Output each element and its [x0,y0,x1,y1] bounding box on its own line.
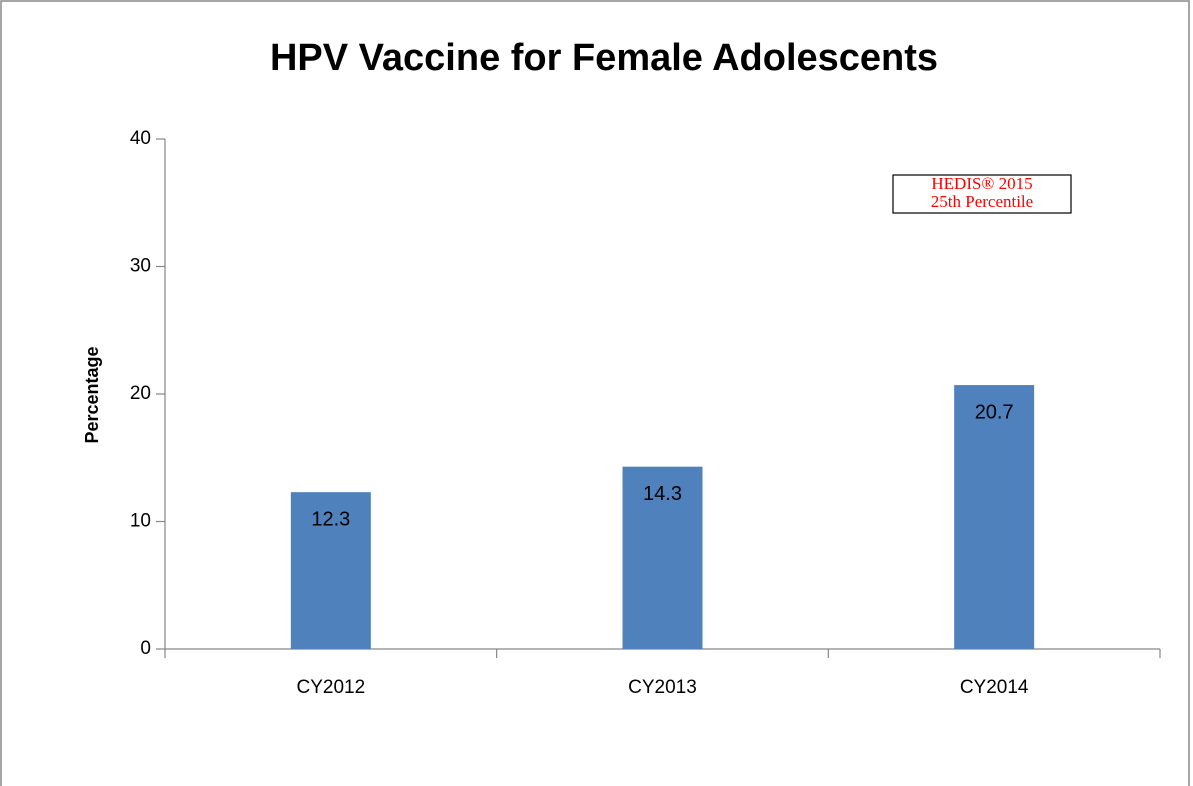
chart-title: HPV Vaccine for Female Adolescents [270,37,938,79]
y-tick-label: 40 [130,128,151,149]
annotation-text: HEDIS® 2015 [931,174,1032,193]
x-tick-label: CY2012 [296,677,365,698]
bar [954,385,1035,649]
y-tick-label: 0 [140,638,151,659]
y-tick-label: 20 [130,383,151,404]
data-label: 14.3 [643,483,682,505]
y-tick-label: 30 [130,256,151,277]
y-tick-label: 10 [130,511,151,532]
data-label: 20.7 [975,401,1014,423]
annotation-text: 25th Percentile [931,192,1033,211]
data-label: 12.3 [311,508,350,530]
y-axis-label: Percentage [82,346,102,443]
bar [290,492,371,649]
x-tick-label: CY2013 [628,677,697,698]
annotation-box [892,174,1072,214]
x-tick-label: CY2014 [960,677,1029,698]
bar [622,466,703,649]
